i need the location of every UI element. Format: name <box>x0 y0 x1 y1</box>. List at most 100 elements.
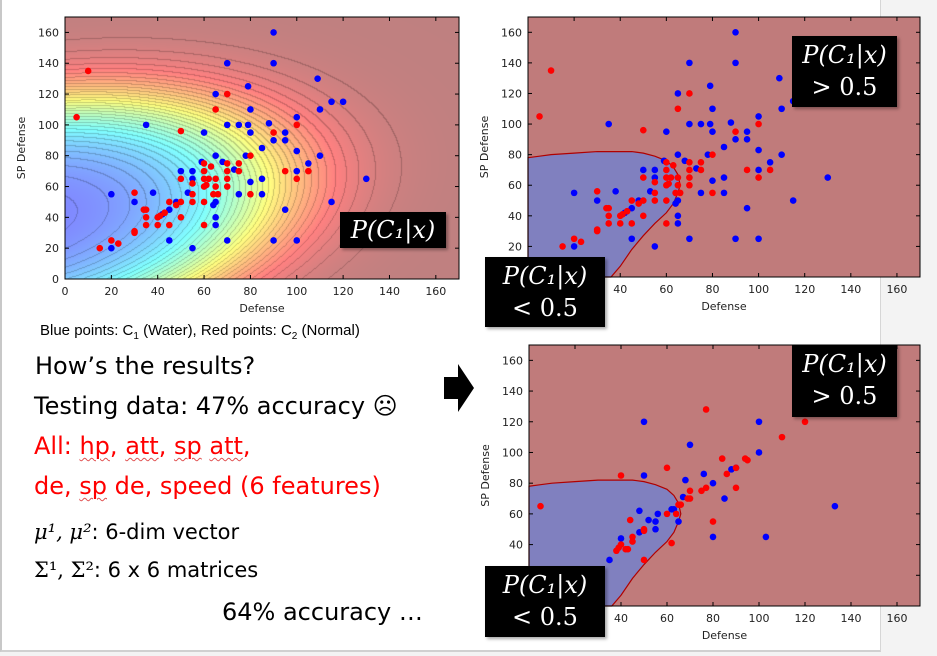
blue-point <box>743 128 751 136</box>
blue-point <box>223 121 231 129</box>
red-point <box>108 237 115 244</box>
y-tick-label: 120 <box>38 88 59 101</box>
red-point <box>223 160 231 167</box>
red-point <box>200 160 208 167</box>
y-tick-label: 160 <box>502 354 523 367</box>
red-point <box>223 175 231 183</box>
y-tick-label: 100 <box>501 118 522 131</box>
blue-point <box>242 152 250 160</box>
sigma-desc: : 6 x 6 matrices <box>93 558 259 582</box>
blue-point <box>639 166 647 174</box>
red-point <box>686 174 693 181</box>
x-axis-label: Defense <box>701 300 747 313</box>
red-point <box>744 456 751 464</box>
mu-line: μ¹, μ²: 6-dim vector <box>34 520 239 544</box>
red-point <box>628 220 636 227</box>
red-point <box>293 121 301 129</box>
features-line-2: de, sp de, speed (6 features) <box>34 472 381 500</box>
blue-point <box>244 83 252 90</box>
red-point <box>639 212 647 220</box>
red-point <box>668 539 675 547</box>
blue-point <box>212 90 219 98</box>
red-point <box>639 174 647 181</box>
label-gt: > 0.5 <box>811 382 878 410</box>
x-tick-label: 80 <box>705 283 719 296</box>
x-tick-label: 160 <box>425 285 446 298</box>
red-point <box>293 175 301 183</box>
blue-point <box>293 113 301 121</box>
blue-point <box>281 136 289 144</box>
red-point <box>131 227 138 235</box>
caption-sub: 2 <box>291 331 298 342</box>
red-point <box>270 129 277 136</box>
x-tick-label: 80 <box>243 285 257 298</box>
y-tick-label: 40 <box>509 539 523 552</box>
blue-point <box>776 74 783 82</box>
blue-point <box>247 129 254 136</box>
blue-point <box>270 59 277 67</box>
y-tick-label: 40 <box>45 211 59 224</box>
blue-point <box>674 90 682 97</box>
blue-point <box>212 152 219 160</box>
features-rest: de, speed (6 features) <box>107 472 381 500</box>
sigma-line: Σ¹, Σ²: 6 x 6 matrices <box>34 558 258 582</box>
blue-point <box>612 188 619 195</box>
label-prob: P(C₁|x) <box>502 262 588 290</box>
red-point <box>635 200 642 207</box>
blue-point <box>755 166 762 174</box>
blue-point <box>709 105 716 113</box>
red-point <box>559 243 566 250</box>
red-point <box>629 533 636 541</box>
y-tick-label: 120 <box>501 87 522 100</box>
red-point <box>686 495 694 502</box>
blue-point <box>686 235 693 243</box>
red-point <box>223 90 231 98</box>
blue-point <box>755 418 763 426</box>
x-tick-label: 140 <box>841 612 862 625</box>
blue-point <box>697 120 705 128</box>
x-tick-label: 160 <box>887 612 908 625</box>
top-greater-label: P(C₁|x) > 0.5 <box>792 36 897 107</box>
red-point <box>628 197 636 204</box>
blue-point <box>142 121 150 129</box>
red-point <box>732 128 739 136</box>
blue-point <box>131 198 138 206</box>
blue-point <box>652 518 659 525</box>
x-tick-label: 120 <box>794 283 815 296</box>
y-tick-label: 60 <box>509 508 523 521</box>
feature-word: sp <box>79 472 108 500</box>
blue-point <box>675 518 682 525</box>
red-point <box>766 166 774 174</box>
red-point <box>709 151 716 158</box>
red-point <box>755 174 762 181</box>
red-point <box>177 175 185 183</box>
blue-point <box>762 533 770 541</box>
blue-point <box>652 525 659 533</box>
red-point <box>651 189 659 197</box>
y-tick-label: 140 <box>501 57 522 70</box>
red-point <box>663 166 670 174</box>
red-point <box>235 160 243 167</box>
x-tick-label: 0 <box>62 285 69 298</box>
y-tick-label: 20 <box>45 242 59 255</box>
mu-desc: : 6-dim vector <box>91 520 240 544</box>
blue-point <box>270 136 277 144</box>
blue-point <box>709 533 717 541</box>
label-lt: < 0.5 <box>512 603 578 631</box>
blue-point <box>686 120 693 128</box>
red-point <box>617 472 625 479</box>
red-point <box>674 174 682 181</box>
sigma-symbols: Σ¹, Σ² <box>34 558 94 582</box>
red-point <box>165 221 173 229</box>
feature-word: att <box>209 432 243 460</box>
axes-frame <box>527 16 921 278</box>
red-point <box>84 67 92 75</box>
caption-sub: 1 <box>133 331 139 342</box>
red-point <box>686 158 693 166</box>
red-point <box>723 470 731 478</box>
red-point <box>96 244 104 252</box>
blue-point <box>281 206 289 213</box>
x-tick-label: 40 <box>613 283 627 296</box>
bottom-less-label: P(C₁|x) < 0.5 <box>485 566 605 637</box>
y-axis-label: SP Defense <box>479 444 492 507</box>
